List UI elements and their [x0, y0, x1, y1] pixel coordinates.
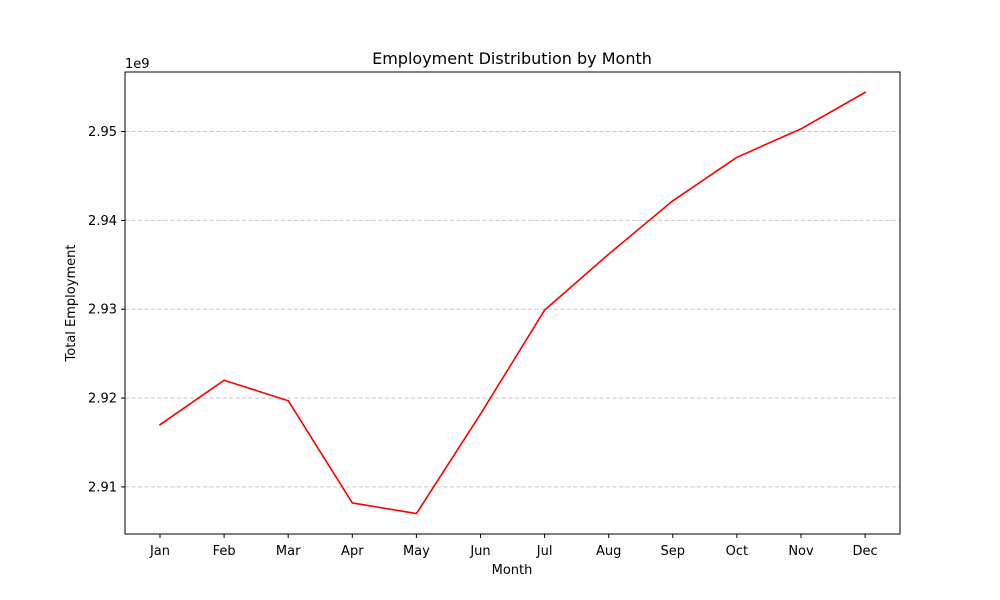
y-axis-ticks: 2.91 2.92 2.93 2.94 2.95: [88, 125, 125, 495]
plot-area-frame: [124, 71, 901, 535]
x-tick-label: Oct: [726, 544, 748, 559]
y-axis-offset-label: 1e9: [125, 57, 150, 72]
x-tick-label: Jul: [536, 544, 553, 559]
chart-title: Employment Distribution by Month: [372, 49, 652, 68]
x-tick-label: Apr: [341, 544, 364, 559]
y-gridlines: [125, 131, 900, 488]
series-layer: [158, 91, 867, 515]
y-tick-label: 2.92: [88, 392, 117, 407]
x-tick-label: Feb: [213, 544, 236, 559]
x-tick-label: Jan: [149, 544, 170, 559]
series-line: [158, 91, 867, 515]
x-tick-label: Aug: [596, 544, 621, 559]
x-tick-label: May: [403, 544, 430, 559]
y-tick-label: 2.94: [88, 214, 117, 229]
x-tick-label: Jun: [469, 544, 490, 559]
x-axis-label: Month: [492, 563, 533, 578]
y-axis-label: Total Employment: [64, 245, 79, 363]
y-tick-label: 2.91: [88, 480, 117, 495]
x-tick-label: Sep: [661, 544, 686, 559]
x-tick-label: Nov: [788, 544, 814, 559]
x-tick-label: Dec: [853, 544, 878, 559]
x-axis-ticks: Jan Feb Mar Apr May Jun Jul Aug Sep Oct Nov Dec: [149, 534, 878, 559]
y-tick-label: 2.93: [88, 303, 117, 318]
y-tick-label: 2.95: [88, 125, 117, 140]
x-tick-label: Mar: [276, 544, 301, 559]
